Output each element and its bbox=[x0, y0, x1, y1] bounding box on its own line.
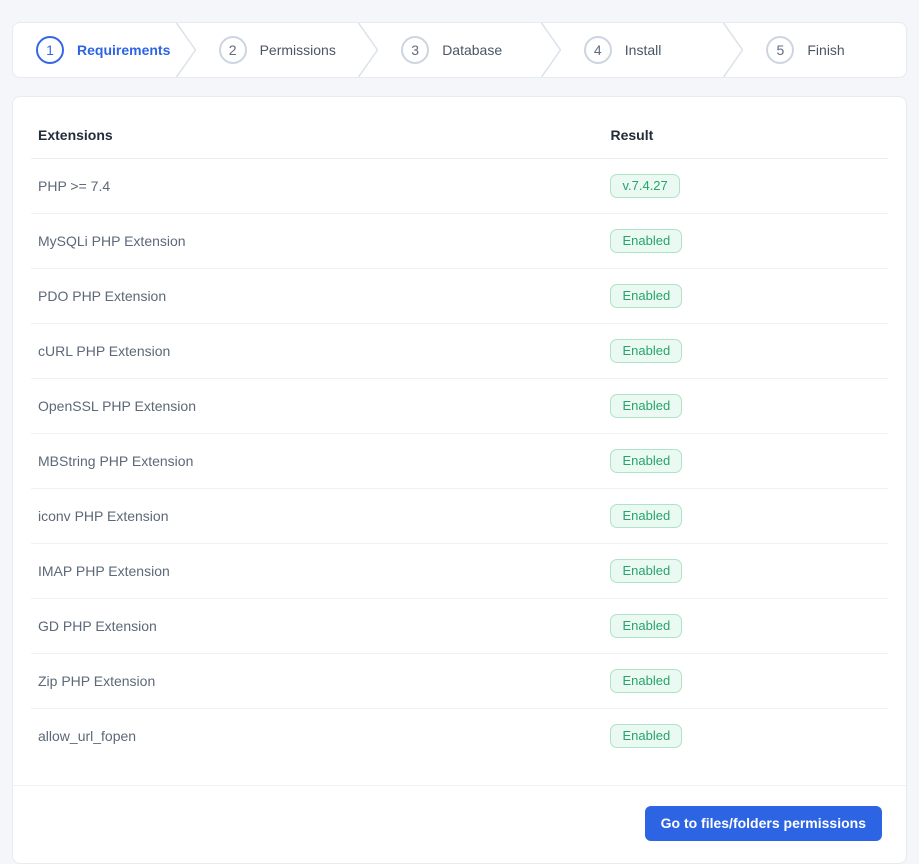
extension-name: allow_url_fopen bbox=[38, 728, 137, 744]
step-label: Install bbox=[624, 42, 662, 58]
result-status-badge: Enabled bbox=[610, 724, 683, 748]
extension-name: GD PHP Extension bbox=[31, 598, 604, 654]
table-row: cURL PHP Extension Enabled bbox=[31, 323, 888, 379]
table-row: PDO PHP Extension Enabled bbox=[31, 268, 888, 324]
step-item-database: 3 Database bbox=[378, 23, 541, 77]
table-row: allow_url_fopen Enabled bbox=[31, 709, 888, 764]
requirements-table: Extensions Result PHP >= 7.4 v.7.4.27 My… bbox=[31, 115, 888, 763]
step-item-permissions: 2 Permissions bbox=[196, 23, 359, 77]
step-number-circle: 5 bbox=[766, 36, 795, 64]
result-status-badge: Enabled bbox=[610, 614, 683, 638]
step-number-circle: 3 bbox=[401, 36, 430, 64]
result-status-badge: Enabled bbox=[610, 669, 683, 693]
step-label: Permissions bbox=[259, 42, 336, 58]
step-item-finish: 5 Finish bbox=[743, 23, 906, 77]
step-item-install: 4 Install bbox=[561, 23, 724, 77]
table-row: MySQLi PHP Extension Enabled bbox=[31, 213, 888, 269]
requirements-table-body: PHP >= 7.4 v.7.4.27 MySQLi PHP Extension… bbox=[31, 158, 888, 764]
requirements-table-wrap: Extensions Result PHP >= 7.4 v.7.4.27 My… bbox=[31, 115, 888, 785]
chevron-separator-icon bbox=[175, 23, 196, 77]
result-status-badge: Enabled bbox=[610, 339, 683, 363]
step-label: Requirements bbox=[77, 42, 171, 58]
extension-name: OpenSSL PHP Extension bbox=[31, 378, 604, 434]
result-status-badge: Enabled bbox=[610, 284, 683, 308]
result-status-badge: Enabled bbox=[610, 559, 683, 583]
install-wizard-stepper: 1 Requirements 2 Permissions 3 Database … bbox=[12, 22, 907, 78]
table-row: Zip PHP Extension Enabled bbox=[31, 653, 888, 709]
result-status-badge: v.7.4.27 bbox=[610, 174, 680, 198]
result-status-badge: Enabled bbox=[610, 229, 683, 253]
card-footer: Go to files/folders permissions bbox=[13, 785, 906, 863]
extension-name: MySQLi PHP Extension bbox=[31, 213, 604, 269]
chevron-separator-icon bbox=[540, 23, 561, 77]
table-row: GD PHP Extension Enabled bbox=[31, 598, 888, 654]
table-bottom-spacer bbox=[31, 763, 888, 785]
chevron-separator-icon bbox=[358, 23, 379, 77]
extension-name: MBString PHP Extension bbox=[31, 433, 604, 489]
table-row: PHP >= 7.4 v.7.4.27 bbox=[31, 158, 888, 214]
extension-name: IMAP PHP Extension bbox=[31, 543, 604, 599]
result-status-badge: Enabled bbox=[610, 504, 683, 528]
chevron-separator-icon bbox=[723, 23, 744, 77]
extension-name: PDO PHP Extension bbox=[31, 268, 604, 324]
go-to-permissions-button[interactable]: Go to files/folders permissions bbox=[644, 806, 882, 841]
table-row: OpenSSL PHP Extension Enabled bbox=[31, 378, 888, 434]
extension-name: iconv PHP Extension bbox=[31, 488, 604, 544]
table-row: IMAP PHP Extension Enabled bbox=[31, 543, 888, 599]
table-row: MBString PHP Extension Enabled bbox=[31, 433, 888, 489]
step-label: Finish bbox=[807, 42, 845, 58]
requirements-card: Extensions Result PHP >= 7.4 v.7.4.27 My… bbox=[12, 96, 907, 864]
table-row: iconv PHP Extension Enabled bbox=[31, 488, 888, 544]
result-status-badge: Enabled bbox=[610, 449, 683, 473]
step-item-requirements: 1 Requirements bbox=[13, 23, 176, 77]
column-header-result: Result bbox=[603, 115, 888, 159]
extension-name: Zip PHP Extension bbox=[31, 653, 604, 709]
column-header-extensions: Extensions bbox=[31, 115, 604, 159]
step-number-circle: 2 bbox=[218, 36, 247, 64]
extension-name: cURL PHP Extension bbox=[31, 323, 604, 379]
result-status-badge: Enabled bbox=[610, 394, 683, 418]
step-number-circle: 1 bbox=[36, 36, 64, 64]
extension-name: PHP >= 7.4 bbox=[31, 158, 604, 214]
step-number-circle: 4 bbox=[583, 36, 612, 64]
step-label: Database bbox=[442, 42, 503, 58]
